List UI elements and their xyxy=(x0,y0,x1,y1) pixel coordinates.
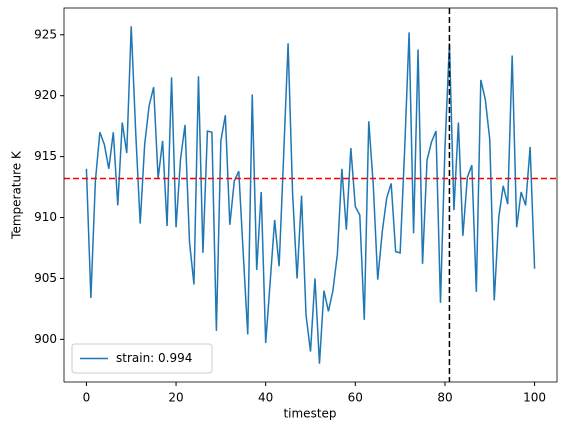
y-tick-label: 900 xyxy=(34,332,57,346)
x-tick-label: 0 xyxy=(83,391,91,405)
y-tick-label: 925 xyxy=(34,27,57,41)
y-axis-label: Temperature K xyxy=(10,150,24,240)
x-tick-label: 100 xyxy=(523,391,546,405)
legend-box xyxy=(71,343,213,374)
data-line xyxy=(85,26,536,364)
x-tick-label: 60 xyxy=(348,391,363,405)
legend-label: strain: 0.994 xyxy=(116,351,192,365)
y-tick-label: 910 xyxy=(34,210,57,224)
x-tick-label: 20 xyxy=(168,391,183,405)
y-tick-label: 915 xyxy=(34,149,57,163)
y-tick-label: 920 xyxy=(34,88,57,102)
x-tick-label: 40 xyxy=(258,391,273,405)
x-axis-label: timestep xyxy=(283,407,336,421)
x-tick-label: 80 xyxy=(437,391,452,405)
y-tick-label: 905 xyxy=(34,271,57,285)
plot-frame xyxy=(63,7,558,383)
